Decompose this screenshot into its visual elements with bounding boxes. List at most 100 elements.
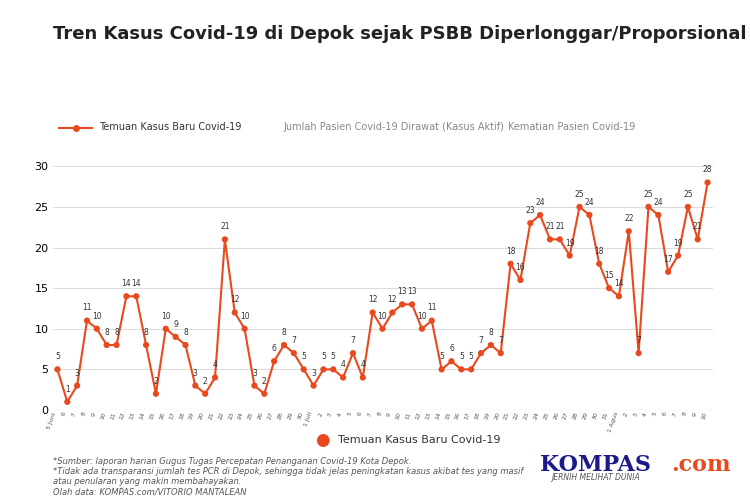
Point xyxy=(71,382,83,390)
Text: Tren Kasus Covid-19 di Depok sejak PSBB Diperlonggar/Proporsional: Tren Kasus Covid-19 di Depok sejak PSBB … xyxy=(53,25,746,43)
Point xyxy=(692,236,703,244)
Point xyxy=(554,236,566,244)
Text: 16: 16 xyxy=(515,263,525,272)
Point xyxy=(200,390,211,398)
Text: Jumlah Pasien Covid-19 Dirawat (Kasus Aktif): Jumlah Pasien Covid-19 Dirawat (Kasus Ak… xyxy=(284,122,504,132)
Point xyxy=(524,219,536,227)
Point xyxy=(593,260,605,268)
Text: 7: 7 xyxy=(292,336,296,345)
Text: .com: .com xyxy=(671,454,730,476)
Point xyxy=(140,341,152,349)
Text: 6: 6 xyxy=(449,344,454,353)
Text: 4: 4 xyxy=(360,360,365,370)
Point xyxy=(357,374,369,382)
Text: 23: 23 xyxy=(526,206,535,215)
Point xyxy=(682,203,694,211)
Text: *Tidak ada transparansi jumlah tes PCR di Depok, sehingga tidak jelas peningkata: *Tidak ada transparansi jumlah tes PCR d… xyxy=(53,468,523,476)
Point xyxy=(396,300,408,308)
Point xyxy=(416,325,428,333)
Text: Temuan Kasus Baru Covid-19: Temuan Kasus Baru Covid-19 xyxy=(338,435,500,445)
Point xyxy=(475,349,487,357)
Text: 25: 25 xyxy=(683,190,693,198)
Text: 7: 7 xyxy=(478,336,484,345)
Text: 10: 10 xyxy=(417,312,427,320)
Point xyxy=(100,341,112,349)
Point xyxy=(347,349,359,357)
Point xyxy=(406,300,418,308)
Text: 5: 5 xyxy=(459,352,464,361)
Text: 5: 5 xyxy=(440,352,444,361)
Point xyxy=(308,382,320,390)
Point xyxy=(121,292,133,300)
Point xyxy=(662,268,674,276)
Point xyxy=(209,374,221,382)
Point xyxy=(544,236,556,244)
Text: atau penularan yang makin membahayakan.: atau penularan yang makin membahayakan. xyxy=(53,478,241,486)
Text: 14: 14 xyxy=(122,279,131,288)
Point xyxy=(278,341,290,349)
Point xyxy=(514,276,526,284)
Text: 19: 19 xyxy=(565,238,574,248)
Text: 8: 8 xyxy=(183,328,188,337)
Text: 14: 14 xyxy=(131,279,141,288)
Text: 12: 12 xyxy=(368,296,377,304)
Text: Kematian Pasien Covid-19: Kematian Pasien Covid-19 xyxy=(508,122,635,132)
Point xyxy=(643,203,655,211)
Point xyxy=(52,366,64,374)
Text: 7: 7 xyxy=(350,336,355,345)
Text: 21: 21 xyxy=(555,222,565,231)
Point xyxy=(298,366,310,374)
Point xyxy=(160,325,172,333)
Point xyxy=(367,308,379,316)
Text: 7: 7 xyxy=(498,336,503,345)
Point xyxy=(229,308,241,316)
Text: 3: 3 xyxy=(193,368,198,378)
Text: 8: 8 xyxy=(281,328,286,337)
Text: 14: 14 xyxy=(614,279,624,288)
Text: 25: 25 xyxy=(644,190,653,198)
Text: 8: 8 xyxy=(488,328,494,337)
Point xyxy=(455,366,467,374)
Text: 21: 21 xyxy=(545,222,555,231)
Text: 2: 2 xyxy=(202,376,208,386)
Point xyxy=(505,260,517,268)
Text: 18: 18 xyxy=(506,246,515,256)
Point xyxy=(317,366,329,374)
Text: 22: 22 xyxy=(624,214,634,223)
Text: ●: ● xyxy=(315,431,330,449)
Point xyxy=(613,292,625,300)
Point xyxy=(465,366,477,374)
Point xyxy=(219,236,231,244)
Point xyxy=(327,366,339,374)
Point xyxy=(189,382,201,390)
Text: 5: 5 xyxy=(469,352,473,361)
Point xyxy=(337,374,349,382)
Text: 5: 5 xyxy=(321,352,326,361)
Point xyxy=(386,308,398,316)
Text: 21: 21 xyxy=(693,222,703,231)
Text: 5: 5 xyxy=(331,352,336,361)
Point xyxy=(436,366,448,374)
Text: 11: 11 xyxy=(427,304,436,312)
Text: 10: 10 xyxy=(378,312,387,320)
Point xyxy=(170,333,182,341)
Text: 12: 12 xyxy=(388,296,397,304)
Text: 5: 5 xyxy=(55,352,60,361)
Text: 8: 8 xyxy=(114,328,119,337)
Text: 7: 7 xyxy=(636,336,641,345)
Text: 21: 21 xyxy=(220,222,230,231)
Text: 1: 1 xyxy=(65,385,70,394)
Point xyxy=(376,325,388,333)
Point xyxy=(652,211,664,219)
Text: 13: 13 xyxy=(398,287,407,296)
Point xyxy=(426,316,438,324)
Text: 13: 13 xyxy=(407,287,417,296)
Text: 24: 24 xyxy=(584,198,594,207)
Text: 2: 2 xyxy=(262,376,267,386)
Point xyxy=(150,390,162,398)
Point xyxy=(672,252,684,260)
Point xyxy=(62,398,74,406)
Text: 25: 25 xyxy=(574,190,584,198)
Point xyxy=(484,341,496,349)
Point xyxy=(446,357,458,365)
